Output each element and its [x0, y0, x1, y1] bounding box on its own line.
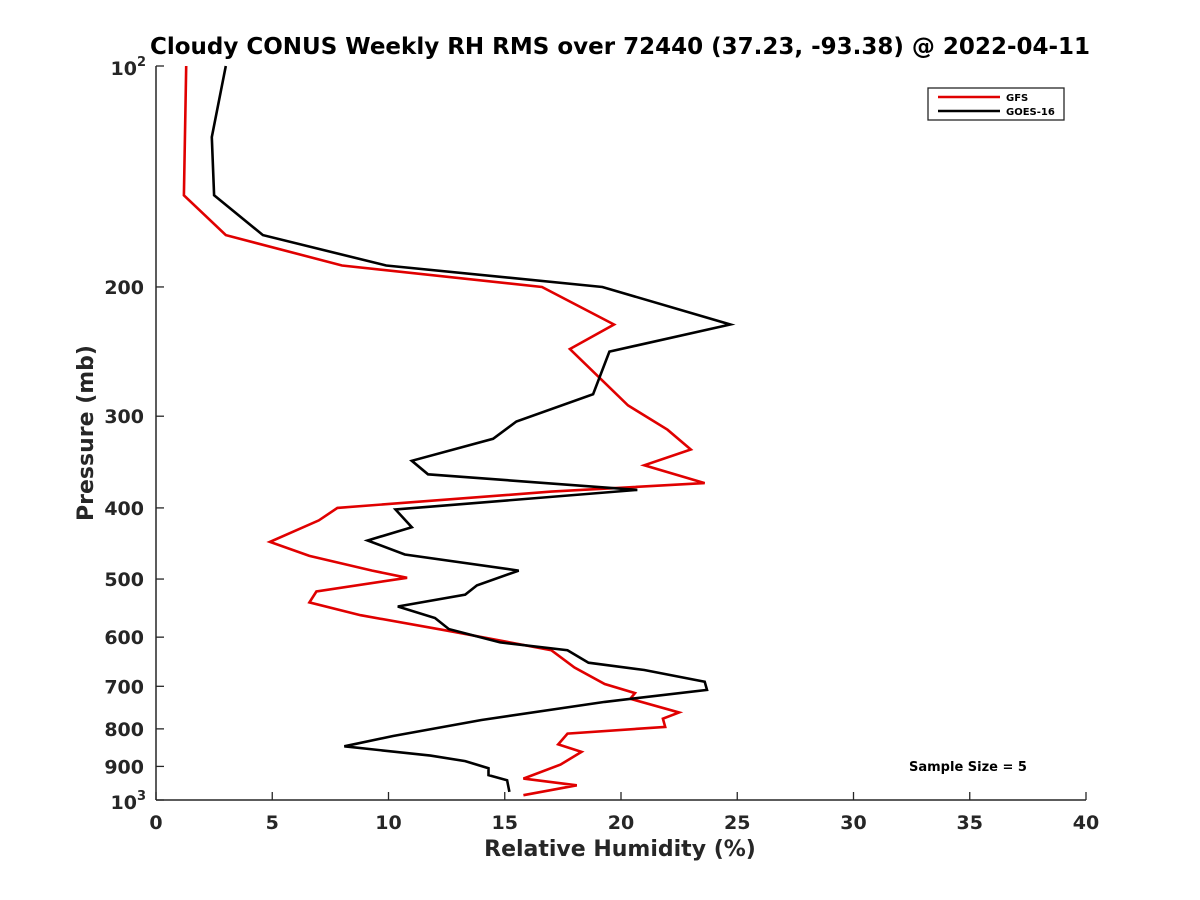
x-tick-label: 30 — [840, 812, 866, 834]
y-tick-label: 800 — [104, 719, 144, 741]
sample-size-annotation: Sample Size = 5 — [909, 760, 1027, 775]
series-line-gfs — [182, 65, 706, 797]
x-tick-label: 0 — [149, 812, 162, 834]
x-tick-label: 5 — [266, 812, 279, 834]
legend: GFS GOES-16 — [927, 87, 1065, 121]
y-tick-label: 500 — [104, 569, 144, 591]
y-tick-label: 600 — [104, 627, 144, 649]
y-tick-label: 300 — [104, 406, 144, 428]
legend-box — [927, 87, 1065, 121]
y-tick-label: 700 — [104, 676, 144, 698]
y-tick-label: 900 — [104, 756, 144, 778]
x-tick-label: 25 — [724, 812, 750, 834]
y-tick-label-power: 103 — [111, 789, 147, 814]
legend-label-gfs: GFS — [1006, 93, 1028, 104]
x-tick-label: 40 — [1073, 812, 1099, 834]
y-tick-label: 200 — [104, 277, 144, 299]
x-tick-label: 15 — [492, 812, 518, 834]
x-tick-label: 35 — [957, 812, 983, 834]
legend-label-goes16: GOES-16 — [1006, 107, 1055, 118]
y-tick-label: 400 — [104, 498, 144, 520]
x-tick-label: 20 — [608, 812, 634, 834]
plot-area: 0 5 10 15 20 25 30 35 40 200 300 400 500 600 700 800 90… — [104, 55, 1099, 834]
chart-title: Cloudy CONUS Weekly RH RMS over 72440 (3… — [150, 34, 1090, 60]
y-tick-label-power: 102 — [111, 55, 147, 80]
x-axis-title: Relative Humidity (%) — [484, 837, 756, 862]
x-axis-ticks: 0 5 10 15 20 25 30 35 40 — [149, 792, 1099, 834]
series-lines — [182, 65, 736, 797]
y-axis-title: Pressure (mb) — [74, 345, 99, 521]
series-line-goes16 — [210, 65, 736, 793]
y-axis-ticks: 200 300 400 500 600 700 800 900 102 103 — [104, 55, 164, 814]
x-tick-label: 10 — [375, 812, 401, 834]
